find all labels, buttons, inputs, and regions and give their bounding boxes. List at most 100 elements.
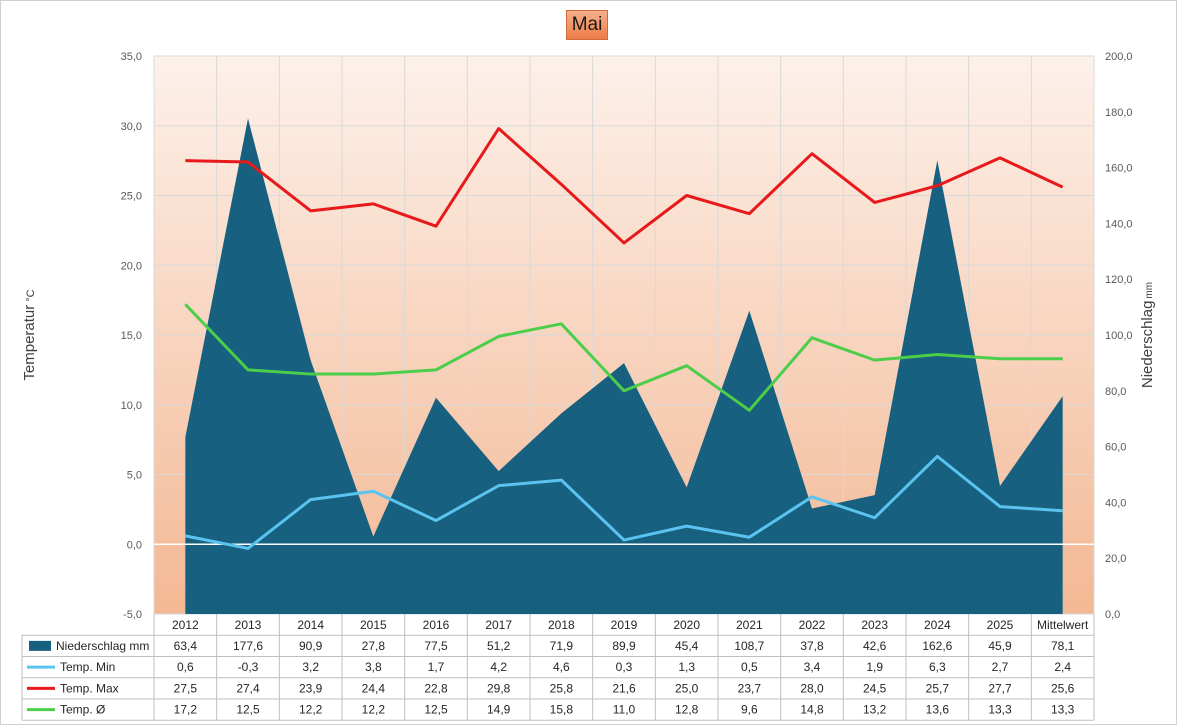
table-cell-value: 13,3: [1051, 703, 1075, 717]
left-tick-label: 0,0: [127, 539, 142, 551]
left-tick-label: 30,0: [121, 121, 142, 133]
table-cell-value: 15,8: [550, 703, 574, 717]
table-cell-value: 42,6: [863, 639, 887, 653]
table-cell-value: 1,7: [428, 660, 445, 674]
category-label: 2017: [485, 618, 512, 632]
precipitation-area: [185, 118, 1063, 614]
table-cell-value: 0,3: [616, 660, 633, 674]
table-cell-value: 21,6: [612, 681, 636, 695]
table-cell-value: 78,1: [1051, 639, 1075, 653]
table-cell-value: 77,5: [424, 639, 448, 653]
right-tick-label: 20,0: [1105, 553, 1126, 565]
table-cell-value: 17,2: [174, 703, 198, 717]
legend-series-name: Temp. Min: [60, 660, 115, 674]
table-cell-value: 0,6: [177, 660, 194, 674]
category-label: 2020: [673, 618, 700, 632]
left-tick-label: 20,0: [121, 260, 142, 272]
table-cell-value: 3,4: [804, 660, 821, 674]
table-cell-value: 14,8: [800, 703, 824, 717]
table-cell-value: 24,5: [863, 681, 887, 695]
table-cell-value: 12,8: [675, 703, 699, 717]
table-cell-value: 27,5: [174, 681, 198, 695]
table-cell-value: 25,6: [1051, 681, 1075, 695]
right-axis-unit: mm: [1144, 282, 1155, 299]
table-cell-value: 4,2: [490, 660, 507, 674]
left-axis-ticks: -5,0 0,0 5,0 10,0 15,0 20,0 25,0 30,0 35,0: [121, 51, 142, 621]
right-tick-label: 80,0: [1105, 386, 1126, 398]
table-cell-value: 23,9: [299, 681, 323, 695]
table-cell-value: 177,6: [233, 639, 263, 653]
table-cell-value: 0,5: [741, 660, 758, 674]
table-cell-value: 71,9: [550, 639, 574, 653]
table-cell-value: 89,9: [612, 639, 636, 653]
table-cell-value: 1,9: [866, 660, 883, 674]
category-label: 2024: [924, 618, 951, 632]
table-cell-value: 25,7: [926, 681, 950, 695]
table-cell-value: 24,4: [362, 681, 386, 695]
category-label: 2019: [611, 618, 638, 632]
table-cell-value: 6,3: [929, 660, 946, 674]
table-cell-value: 13,6: [926, 703, 950, 717]
right-tick-label: 200,0: [1105, 51, 1133, 63]
right-tick-label: 0,0: [1105, 609, 1120, 621]
table-cell-value: 45,4: [675, 639, 699, 653]
category-label: 2025: [987, 618, 1014, 632]
table-cell-value: 22,8: [424, 681, 448, 695]
left-axis-label: Temperatur: [21, 305, 38, 381]
table-cell-value: 90,9: [299, 639, 323, 653]
table-cell-value: 162,6: [922, 639, 952, 653]
table-cell-value: 12,5: [236, 703, 260, 717]
table-cell-value: 3,2: [302, 660, 319, 674]
table-cell-value: 13,2: [863, 703, 887, 717]
table-cell-value: 13,3: [988, 703, 1012, 717]
table-cell-value: 27,4: [236, 681, 260, 695]
right-tick-label: 40,0: [1105, 497, 1126, 509]
precipitation-area-shape: [185, 118, 1063, 614]
table-cell-value: 2,4: [1054, 660, 1071, 674]
table-cell-value: 23,7: [738, 681, 762, 695]
left-tick-label: -5,0: [123, 609, 142, 621]
table-cell-value: 25,0: [675, 681, 699, 695]
table-cell-value: 2,7: [992, 660, 1009, 674]
table-cell-value: 45,9: [988, 639, 1012, 653]
right-tick-label: 140,0: [1105, 218, 1133, 230]
table-cell-value: 108,7: [734, 639, 764, 653]
left-tick-label: 25,0: [121, 191, 142, 203]
temperature-lines: [184, 127, 1064, 550]
table-cell-value: 25,8: [550, 681, 574, 695]
table-cell-value: 11,0: [613, 703, 636, 717]
table-cell-value: 51,2: [487, 639, 511, 653]
table-cell-value: 63,4: [174, 639, 198, 653]
legend-series-name: Temp. Max: [60, 681, 119, 695]
category-label: 2015: [360, 618, 387, 632]
left-tick-label: 10,0: [121, 400, 142, 412]
left-tick-label: 5,0: [127, 470, 142, 482]
table-cell-value: 37,8: [800, 639, 824, 653]
right-tick-label: 160,0: [1105, 163, 1133, 175]
category-label: 2023: [861, 618, 888, 632]
left-axis-title: Temperatur °C: [21, 289, 38, 380]
right-tick-label: 100,0: [1105, 330, 1133, 342]
category-label: 2021: [736, 618, 763, 632]
right-axis-title: Niederschlag mm: [1139, 282, 1156, 388]
category-label: 2013: [235, 618, 262, 632]
series-line-temp: [184, 303, 1063, 412]
legend-series-name: Niederschlag mm: [56, 639, 149, 653]
right-tick-label: 60,0: [1105, 442, 1126, 454]
series-line-temp-min: [185, 454, 1063, 550]
table-cell-value: 28,0: [800, 681, 824, 695]
series-line-temp-max: [185, 127, 1064, 245]
category-label: 2012: [172, 618, 199, 632]
table-cell-value: 12,2: [362, 703, 386, 717]
left-axis-unit: °C: [25, 289, 37, 301]
category-label: 2016: [423, 618, 450, 632]
right-axis-label: Niederschlag: [1139, 301, 1156, 389]
left-tick-label: 35,0: [121, 51, 142, 63]
right-tick-label: 180,0: [1105, 107, 1133, 119]
right-axis-ticks: 0,0 20,0 40,0 60,0 80,0 100,0 120,0 140,0 160,0 1…: [1105, 51, 1133, 621]
table-cell-value: 1,3: [678, 660, 695, 674]
table-cell-value: 12,2: [299, 703, 323, 717]
table-cell-value: 4,6: [553, 660, 570, 674]
legend-key-precipitation: [29, 640, 51, 651]
